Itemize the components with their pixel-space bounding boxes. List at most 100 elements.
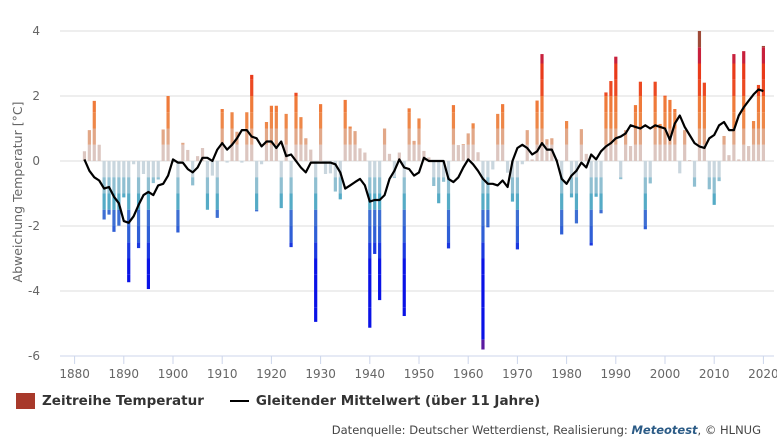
bar[interactable]	[373, 161, 377, 254]
bar[interactable]	[353, 131, 357, 161]
bar[interactable]	[136, 161, 141, 249]
bar[interactable]	[658, 123, 662, 161]
bar[interactable]	[471, 123, 475, 161]
bar[interactable]	[382, 128, 387, 162]
bar[interactable]	[181, 142, 185, 161]
bar[interactable]	[614, 56, 618, 161]
bar[interactable]	[220, 109, 224, 161]
bar[interactable]	[589, 161, 593, 246]
bar[interactable]	[624, 130, 628, 161]
bar[interactable]	[97, 144, 101, 161]
bar[interactable]	[510, 161, 515, 202]
bar[interactable]	[146, 161, 150, 290]
bar[interactable]	[732, 54, 736, 161]
bar[interactable]	[565, 121, 569, 161]
bar[interactable]	[176, 161, 180, 233]
bar[interactable]	[437, 161, 441, 204]
bar[interactable]	[309, 149, 313, 161]
bar[interactable]	[530, 159, 534, 161]
bar[interactable]	[255, 161, 259, 212]
bar[interactable]	[446, 161, 451, 249]
bar[interactable]	[200, 148, 205, 161]
bar[interactable]	[122, 161, 126, 198]
bar[interactable]	[402, 161, 406, 317]
bar[interactable]	[653, 81, 657, 161]
bar[interactable]	[545, 139, 549, 161]
bar[interactable]	[633, 105, 638, 161]
bar[interactable]	[668, 99, 672, 161]
bar[interactable]	[314, 161, 318, 322]
bar[interactable]	[289, 161, 293, 248]
bar[interactable]	[456, 145, 460, 161]
bar[interactable]	[387, 153, 392, 161]
bar[interactable]	[747, 146, 751, 161]
bar[interactable]	[707, 161, 711, 190]
legend-bar-label[interactable]: Zeitreihe Temperatur	[42, 393, 204, 409]
bar[interactable]	[348, 126, 352, 161]
legend-line-label[interactable]: Gleitender Mittelwert (über 11 Jahre)	[255, 393, 541, 409]
bar[interactable]	[476, 152, 480, 161]
bar[interactable]	[722, 135, 726, 161]
bar[interactable]	[535, 100, 539, 161]
bar[interactable]	[584, 153, 588, 161]
bar[interactable]	[427, 157, 431, 161]
bar[interactable]	[117, 161, 121, 226]
bar[interactable]	[299, 117, 303, 161]
bar[interactable]	[343, 99, 347, 161]
bar[interactable]	[569, 161, 574, 198]
bar[interactable]	[481, 161, 485, 350]
bar[interactable]	[412, 140, 416, 161]
bar[interactable]	[230, 112, 234, 161]
bar[interactable]	[82, 151, 87, 161]
bar[interactable]	[338, 161, 342, 200]
bar[interactable]	[461, 144, 465, 161]
bar[interactable]	[751, 121, 756, 161]
bar[interactable]	[196, 156, 200, 161]
bar[interactable]	[87, 130, 91, 161]
bar[interactable]	[742, 51, 746, 161]
bar[interactable]	[269, 105, 273, 161]
bar[interactable]	[643, 161, 647, 230]
bar[interactable]	[648, 161, 652, 184]
bar[interactable]	[112, 161, 116, 232]
bar[interactable]	[737, 159, 741, 161]
bar[interactable]	[205, 161, 210, 210]
bar[interactable]	[451, 105, 456, 161]
bar[interactable]	[525, 130, 529, 161]
bar[interactable]	[560, 161, 564, 235]
legend-line-swatch[interactable]	[229, 400, 249, 402]
bar[interactable]	[397, 152, 401, 161]
bar[interactable]	[619, 161, 623, 180]
bar[interactable]	[515, 161, 519, 250]
bar[interactable]	[363, 152, 367, 161]
bar[interactable]	[422, 150, 426, 161]
bar[interactable]	[599, 161, 603, 214]
bar[interactable]	[191, 161, 195, 186]
bar[interactable]	[486, 161, 490, 228]
bar[interactable]	[259, 161, 264, 165]
bar[interactable]	[505, 161, 510, 173]
bar[interactable]	[225, 161, 229, 163]
bar[interactable]	[328, 161, 333, 174]
bar[interactable]	[673, 109, 677, 161]
bar[interactable]	[697, 31, 702, 161]
bar[interactable]	[638, 81, 642, 161]
bar[interactable]	[240, 161, 244, 163]
bar[interactable]	[466, 133, 470, 161]
bar[interactable]	[604, 92, 608, 161]
bar[interactable]	[688, 160, 692, 161]
bar[interactable]	[102, 161, 106, 220]
bar[interactable]	[358, 148, 362, 161]
meteotest-link[interactable]: Meteotest	[631, 423, 698, 437]
bar[interactable]	[756, 84, 761, 161]
bar[interactable]	[550, 138, 554, 161]
bar[interactable]	[717, 161, 721, 182]
bar[interactable]	[323, 161, 328, 174]
bar[interactable]	[712, 161, 716, 205]
bar[interactable]	[678, 161, 682, 174]
bar[interactable]	[304, 138, 308, 161]
bar[interactable]	[161, 129, 165, 161]
bar[interactable]	[333, 161, 337, 192]
bar[interactable]	[540, 54, 544, 161]
bar[interactable]	[683, 130, 687, 161]
